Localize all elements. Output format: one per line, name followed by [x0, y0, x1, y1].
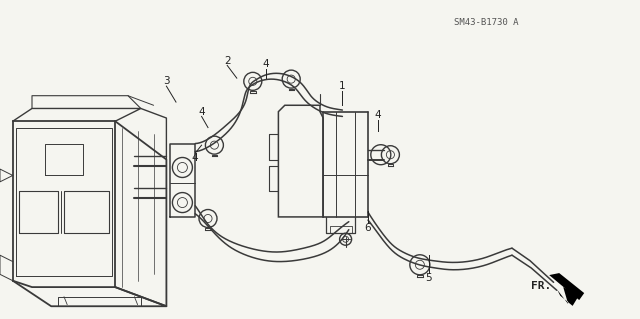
- Text: 4: 4: [198, 107, 205, 117]
- Text: 1: 1: [339, 81, 346, 91]
- Polygon shape: [557, 287, 579, 306]
- Text: SM43-B1730 A: SM43-B1730 A: [454, 18, 518, 27]
- Text: 3: 3: [163, 76, 170, 86]
- Text: FR.: FR.: [531, 280, 551, 291]
- Text: 5: 5: [426, 272, 432, 283]
- Text: 4: 4: [262, 59, 269, 69]
- Polygon shape: [549, 273, 584, 300]
- Text: 4: 4: [374, 110, 381, 120]
- Text: 4: 4: [192, 153, 198, 163]
- Text: 6: 6: [365, 223, 371, 233]
- Text: 2: 2: [224, 56, 230, 66]
